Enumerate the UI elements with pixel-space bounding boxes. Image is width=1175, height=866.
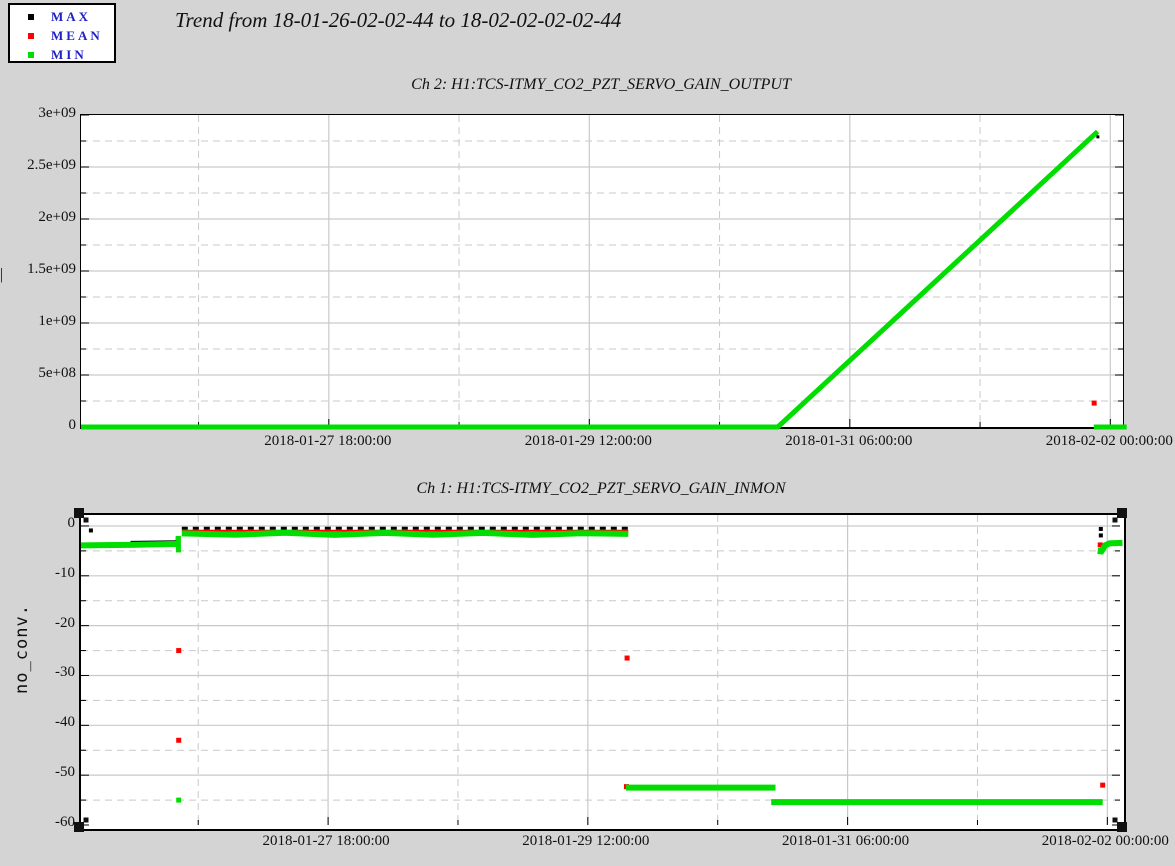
y-tick-label: 1.5e+09 bbox=[27, 261, 76, 277]
y-tick-label: 0 bbox=[68, 417, 77, 433]
mean-marker-icon bbox=[28, 32, 34, 39]
legend: MAX MEAN MIN bbox=[8, 3, 116, 63]
y-tick-label: -20 bbox=[55, 614, 75, 631]
legend-label-min: MIN bbox=[51, 46, 87, 62]
trend-title: Trend from 18-01-26-02-02-44 to 18-02-02… bbox=[175, 8, 622, 32]
x-tick-label: 2018-02-02 00:00:00 bbox=[1045, 433, 1173, 449]
y-tick-label: 0 bbox=[67, 514, 76, 531]
y-tick-label: 1e+09 bbox=[38, 313, 76, 329]
x-tick-label: 2018-01-31 06:00:00 bbox=[785, 433, 913, 449]
plot-area-output bbox=[80, 114, 1127, 430]
plot-canvas bbox=[74, 508, 1127, 832]
inmon-y-axis-label: no_conv. bbox=[12, 604, 32, 694]
legend-item-min: MIN bbox=[10, 46, 114, 63]
x-tick-label: 2018-01-27 18:00:00 bbox=[262, 833, 390, 849]
x-tick-label: 2018-01-31 06:00:00 bbox=[782, 833, 910, 849]
y-tick-label: -30 bbox=[55, 664, 75, 681]
legend-item-max: MAX bbox=[10, 8, 114, 25]
legend-item-mean: MEAN bbox=[10, 27, 114, 44]
plot-area-inmon bbox=[74, 508, 1127, 832]
x-tick-label: 2018-01-27 18:00:00 bbox=[264, 433, 392, 449]
legend-label-max: MAX bbox=[51, 8, 92, 24]
x-tick-label: 2018-01-29 12:00:00 bbox=[522, 833, 650, 849]
x-tick-label: 2018-01-29 12:00:00 bbox=[524, 433, 652, 449]
y-tick-label: 5e+08 bbox=[38, 365, 76, 381]
y-tick-label: 2e+09 bbox=[38, 209, 76, 225]
x-tick-label: 2018-02-02 00:00:00 bbox=[1041, 833, 1169, 849]
y-tick-label: 3e+09 bbox=[38, 105, 76, 121]
y-tick-label: -60 bbox=[55, 814, 75, 830]
y-tick-label: 2.5e+09 bbox=[27, 157, 76, 173]
min-marker-icon bbox=[28, 51, 34, 58]
y-tick-label: -40 bbox=[55, 714, 75, 731]
legend-label-mean: MEAN bbox=[51, 27, 103, 43]
chart-output-title: Ch 2: H1:TCS-ITMY_CO2_PZT_SERVO_GAIN_OUT… bbox=[411, 76, 791, 93]
max-marker-icon bbox=[28, 13, 34, 20]
output-y-axis-label-partial: | bbox=[0, 266, 4, 283]
y-tick-label: -10 bbox=[55, 564, 75, 581]
y-tick-label: -50 bbox=[55, 764, 75, 781]
plot-canvas bbox=[81, 114, 1127, 430]
chart-inmon-title: Ch 1: H1:TCS-ITMY_CO2_PZT_SERVO_GAIN_INM… bbox=[416, 480, 786, 497]
